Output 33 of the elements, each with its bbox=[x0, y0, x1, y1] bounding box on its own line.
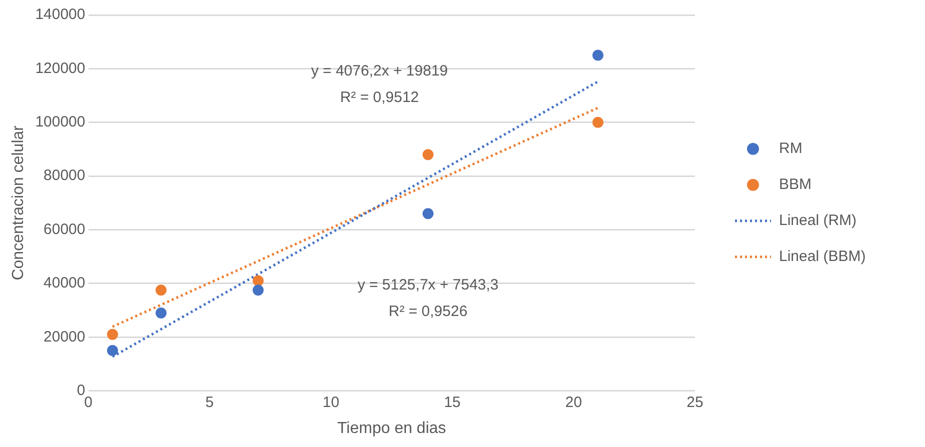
x-tick-label: 5 bbox=[205, 394, 214, 411]
legend-label: BBM bbox=[779, 176, 812, 194]
y-tick-label: 0 bbox=[76, 382, 86, 399]
point bbox=[107, 345, 118, 356]
y-tick-label: 20000 bbox=[44, 328, 86, 346]
y-tick-label: 100000 bbox=[35, 114, 86, 131]
point bbox=[592, 116, 604, 128]
annotation: y = 4076,2x + 19819 bbox=[311, 62, 448, 80]
point bbox=[422, 208, 434, 220]
y-tick-label: 80000 bbox=[44, 167, 86, 184]
point bbox=[107, 328, 118, 340]
x-tick-label: 15 bbox=[444, 394, 461, 411]
point bbox=[156, 284, 167, 296]
y-tick-label: 40000 bbox=[44, 274, 86, 292]
point bbox=[252, 284, 264, 296]
legend-label: RM bbox=[779, 140, 802, 158]
legend-label: Lineal (BBM) bbox=[779, 248, 866, 266]
x-tick-label: 25 bbox=[686, 394, 704, 411]
point bbox=[422, 149, 434, 160]
point bbox=[156, 307, 167, 318]
y-tick-label: 120000 bbox=[35, 60, 86, 77]
annotation: R² = 0,9512 bbox=[340, 88, 419, 106]
point bbox=[252, 275, 264, 286]
x-tick-label: 10 bbox=[322, 394, 340, 411]
point bbox=[592, 50, 604, 61]
x-axis-title: Tiempo en dias bbox=[337, 420, 446, 437]
y-tick-label: 60000 bbox=[44, 220, 86, 238]
y-tick-label: 140000 bbox=[35, 6, 86, 24]
annotation: y = 5125,7x + 7543,3 bbox=[358, 276, 499, 294]
y-axis-title: Concentracion celular bbox=[10, 124, 28, 280]
x-tick-label: 20 bbox=[565, 394, 582, 411]
annotation: R² = 0,9526 bbox=[388, 303, 468, 320]
legend-label: Lineal (RM) bbox=[779, 212, 857, 230]
